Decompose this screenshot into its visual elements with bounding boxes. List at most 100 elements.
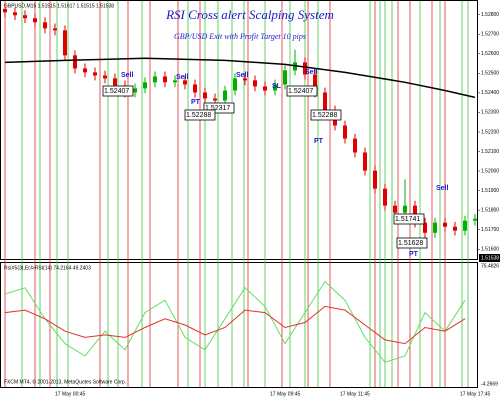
candle-body (143, 82, 147, 89)
y-tick-label: 1.52300 (481, 110, 499, 116)
candle-body (193, 84, 197, 93)
price-label-box (393, 213, 425, 225)
candle-body (223, 90, 227, 101)
marks: Sell Sell Sell Sell Sell PT PT PT SL 1.52407 1.523… (3, 3, 477, 363)
price-label-box (184, 109, 216, 121)
price-label: 1.51741 (395, 216, 420, 223)
price-label: 1.52288 (186, 112, 211, 119)
y-tick-label: 1.52400 (481, 90, 499, 96)
candle-body (113, 78, 117, 86)
candle-body (393, 205, 397, 213)
candle-body (303, 62, 307, 75)
signal-label: PT (409, 251, 419, 258)
signal-label: Sell (176, 74, 189, 81)
x-tick-label: 17 May 09:45 (270, 391, 301, 397)
y-tick-label: 1.51900 (481, 188, 499, 194)
candle-body (173, 80, 177, 83)
candle-body (133, 88, 137, 93)
chart-subtitle: GBP/USD Exit with Profit Target 10 pips (174, 32, 306, 41)
candle-body (243, 78, 247, 81)
candle-body (373, 170, 377, 189)
candle-body (463, 220, 467, 231)
y-tick-label: 1.51800 (481, 207, 499, 213)
candle-body (63, 30, 67, 56)
candle-body (273, 84, 277, 91)
price-label-box (396, 237, 428, 249)
y-tick-label: 1.51700 (481, 227, 499, 233)
candle-body (203, 92, 207, 99)
y-tick-label: 1.52000 (481, 168, 499, 174)
price-label-box (286, 85, 318, 97)
signal-label: Sell (236, 72, 249, 79)
indicator-info: RsiX5(3),Ecl>RSI(14) 74.2164 49.2403 (4, 265, 91, 271)
candle-body (263, 86, 267, 91)
signal-label: SL (272, 83, 282, 90)
moving-average (4, 57, 476, 99)
candle-body (253, 80, 257, 87)
y-tick-label: 1.51600 (481, 247, 499, 253)
rsi-panel-frame (0, 262, 478, 388)
candle-body (313, 74, 317, 93)
candle-body (363, 152, 367, 171)
candle-body (43, 22, 47, 29)
rsi-line (4, 305, 466, 345)
signal-label: Sell (305, 69, 318, 76)
candle-body (233, 78, 237, 91)
candle-body (23, 15, 27, 19)
candle-body (323, 92, 327, 111)
candle-body (3, 8, 7, 13)
signal-label: Sell (121, 72, 134, 79)
signal-label: Sell (436, 185, 449, 192)
price-label: 1.52407 (104, 88, 129, 95)
candle-body (343, 125, 347, 139)
price-label: 1.52288 (312, 112, 337, 119)
candle-body (353, 138, 357, 153)
current-price: 1.51538 (481, 255, 499, 261)
y-tick-label: 1.52100 (481, 149, 499, 155)
signal-label: PT (314, 138, 324, 145)
candle-body (103, 75, 107, 79)
candle-body (73, 55, 77, 69)
candle-body (213, 98, 217, 101)
price-label-box (102, 85, 134, 97)
price-label: 1.52317 (205, 105, 230, 112)
y-tick-label: 1.52700 (481, 32, 499, 38)
y-tick-label: 1.52200 (481, 129, 499, 135)
signal-label: PT (191, 99, 201, 106)
x-tick-label: 17 May 17:45 (460, 391, 491, 397)
candle-body (473, 218, 477, 221)
current-price-box (479, 254, 500, 262)
y-tick-label: 1.52500 (481, 71, 499, 77)
symbol-info: GBPUSD,M15 1.51515 1.51617 1.51515 1.515… (4, 3, 114, 9)
signal-lines (4, 1, 469, 387)
candle-body (13, 12, 17, 16)
x-tick-label: 17 May 00:45 (55, 391, 86, 397)
y-tick-label: 1.52800 (481, 12, 499, 18)
candle-body (433, 222, 437, 233)
candle-body (183, 80, 187, 85)
candle-body (53, 28, 57, 31)
rsi-top-label: 75.4826 (481, 263, 499, 269)
candle-body (153, 76, 157, 83)
price-label: 1.51628 (398, 240, 423, 247)
copyright: FXCM MT4, © 2001-2013, MetaQuotes Softwa… (4, 378, 126, 385)
candle-body (33, 18, 37, 23)
candle-body (283, 70, 287, 85)
x-tick-label: 17 May 11:45 (340, 391, 370, 397)
chart-title: RSI Cross alert Scalping System (165, 7, 334, 22)
price-label: 1.52407 (288, 88, 313, 95)
candle-body (423, 222, 427, 233)
candle-body (83, 68, 87, 73)
candle-body (93, 72, 97, 76)
candle-body (453, 226, 457, 231)
candle-body (443, 222, 447, 227)
y-tick-label: 1.52600 (481, 51, 499, 57)
candle-body (163, 76, 167, 83)
price-panel-frame (0, 0, 478, 260)
price-label-box (310, 109, 342, 121)
price-label-box (203, 102, 235, 114)
candle-body (403, 205, 407, 213)
rsi-line (4, 280, 466, 363)
